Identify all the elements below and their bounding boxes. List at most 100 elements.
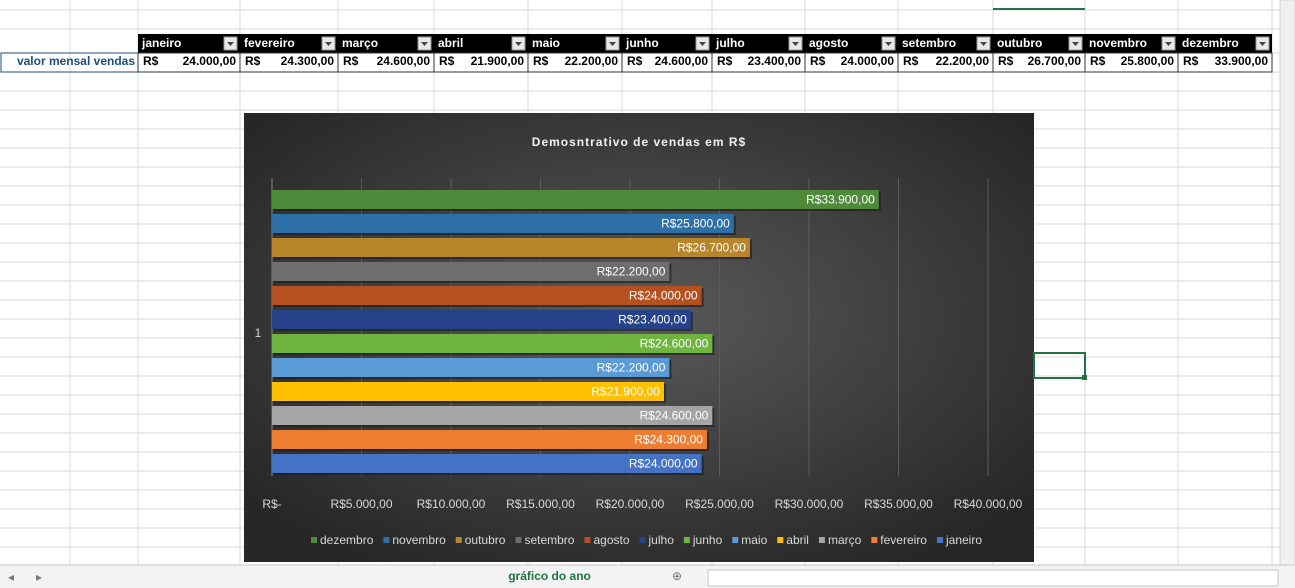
header-label: outubro	[997, 36, 1042, 50]
legend-label: novembro	[392, 533, 446, 547]
currency: R$	[245, 54, 261, 68]
fill-handle[interactable]	[1082, 375, 1087, 380]
x-tick-label: R$-	[262, 497, 281, 511]
x-tick-label: R$25.000,00	[685, 497, 754, 511]
amount: 22.200,00	[936, 54, 990, 68]
filter-arrow	[227, 42, 234, 46]
header-label: agosto	[809, 36, 848, 50]
bar	[272, 334, 713, 353]
header-cell	[898, 34, 993, 53]
amount: 24.600,00	[377, 54, 431, 68]
bar	[272, 310, 691, 329]
amount: 21.900,00	[471, 54, 525, 68]
legend-swatch	[871, 537, 878, 543]
vertical-scrollbar[interactable]	[1279, 0, 1295, 566]
legend-swatch	[732, 537, 739, 543]
active-cell[interactable]	[1033, 352, 1086, 379]
legend-label: julho	[648, 533, 675, 547]
currency: R$	[1090, 54, 1106, 68]
header-label: novembro	[1089, 36, 1147, 50]
amount: 24.000,00	[183, 54, 237, 68]
bar	[272, 358, 670, 377]
legend-label: março	[828, 533, 862, 547]
scroll-right[interactable]: ▸	[36, 570, 42, 584]
bar	[272, 214, 734, 233]
data-label: R$24.600,00	[640, 409, 709, 423]
legend-swatch	[639, 537, 646, 543]
data-label: R$22.200,00	[597, 361, 666, 375]
currency: R$	[343, 54, 359, 68]
bar	[272, 190, 879, 209]
header-cell	[1178, 34, 1272, 53]
legend-label: setembro	[524, 533, 574, 547]
filter-arrow	[792, 42, 799, 46]
header-label: março	[342, 36, 378, 50]
header-cell	[338, 34, 434, 53]
x-tick-label: R$40.000,00	[954, 497, 1023, 511]
currency: R$	[533, 54, 549, 68]
data-label: R$23.400,00	[618, 313, 687, 327]
x-tick-label: R$15.000,00	[506, 497, 575, 511]
header-label: janeiro	[141, 36, 181, 50]
horizontal-scrollbar[interactable]	[707, 569, 1279, 587]
legend-label: agosto	[593, 533, 629, 547]
legend-swatch	[455, 537, 462, 543]
filter-arrow	[609, 42, 616, 46]
x-tick-label: R$20.000,00	[596, 497, 665, 511]
amount: 25.800,00	[1121, 54, 1175, 68]
currency: R$	[903, 54, 919, 68]
data-label: R$24.000,00	[629, 457, 698, 471]
header-cell	[1085, 34, 1178, 53]
header-cell	[622, 34, 712, 53]
amount: 23.400,00	[748, 54, 802, 68]
header-cell	[993, 34, 1085, 53]
bar	[272, 382, 665, 401]
amount: 26.700,00	[1028, 54, 1082, 68]
data-label: R$26.700,00	[677, 241, 746, 255]
scroll-left[interactable]: ◂	[8, 570, 14, 584]
data-label: R$24.600,00	[640, 337, 709, 351]
header-label: dezembro	[1182, 36, 1239, 50]
bar	[272, 238, 750, 257]
filter-arrow	[421, 42, 428, 46]
amount: 24.600,00	[655, 54, 709, 68]
filter-arrow	[699, 42, 706, 46]
data-label: R$24.000,00	[629, 289, 698, 303]
add-sheet[interactable]: ⊕	[672, 569, 682, 583]
sheet-tab-active[interactable]: gráfico do ano	[508, 569, 591, 583]
filter-arrow	[1072, 42, 1079, 46]
legend-swatch	[683, 537, 690, 543]
legend-label: fevereiro	[880, 533, 927, 547]
x-tick-label: R$5.000,00	[330, 497, 392, 511]
amount: 24.300,00	[281, 54, 335, 68]
header-cell	[138, 34, 240, 53]
legend-swatch	[311, 537, 317, 543]
legend-label: janeiro	[945, 533, 982, 547]
filter-arrow	[515, 42, 522, 46]
row-label: valor mensal vendas	[17, 54, 135, 68]
data-label: R$21.900,00	[591, 385, 660, 399]
currency: R$	[143, 54, 159, 68]
header-label: fevereiro	[244, 36, 295, 50]
legend-swatch	[777, 537, 784, 543]
chart-title: Demosntrativo de vendas em R$	[532, 135, 746, 149]
currency: R$	[439, 54, 455, 68]
legend-label: dezembro	[320, 533, 374, 547]
header-cell	[434, 34, 528, 53]
legend-swatch	[818, 537, 825, 543]
header-cell	[528, 34, 622, 53]
data-label: R$24.300,00	[634, 433, 703, 447]
x-tick-label: R$30.000,00	[775, 497, 844, 511]
legend-label: outubro	[465, 533, 506, 547]
filter-arrow	[980, 42, 987, 46]
legend-label: junho	[692, 533, 723, 547]
filter-arrow	[1165, 42, 1172, 46]
legend-swatch	[515, 537, 522, 543]
filter-arrow	[885, 42, 892, 46]
currency: R$	[627, 54, 643, 68]
amount: 24.000,00	[841, 54, 895, 68]
header-cell	[712, 34, 805, 53]
header-label: julho	[715, 36, 745, 50]
filter-arrow	[1259, 42, 1266, 46]
header-cell	[240, 34, 338, 53]
